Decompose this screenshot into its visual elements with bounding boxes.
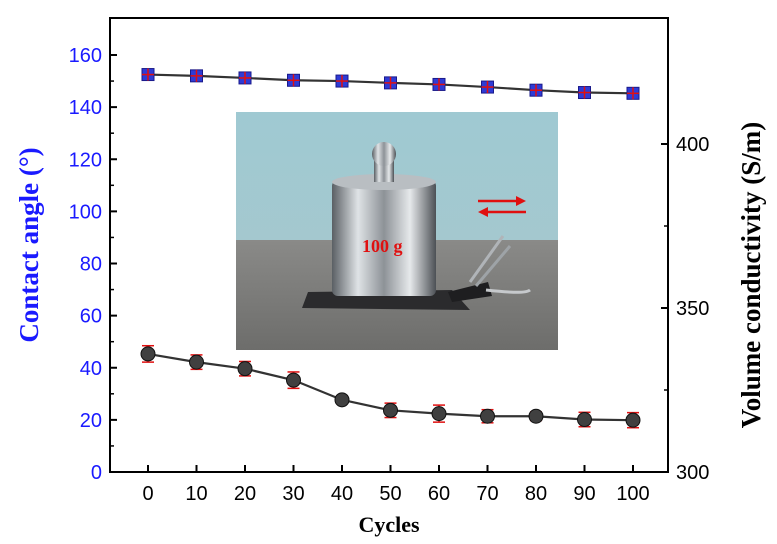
series-1-point: [334, 392, 350, 408]
y-left-tick-label: 20: [80, 410, 102, 432]
x-tick-label: 30: [282, 483, 304, 505]
inset-photo: 100 g: [236, 112, 558, 350]
x-tick-label: 70: [476, 483, 498, 505]
x-tick-label: 0: [142, 483, 153, 505]
double-arrow-icon: [478, 196, 526, 217]
x-axis-label: Cycles: [358, 512, 420, 537]
series-layer: [140, 68, 641, 429]
series-1-point: [528, 408, 544, 424]
y-right-tick-label: 300: [676, 462, 709, 484]
x-tick-label: 100: [616, 483, 649, 505]
series-1-point: [577, 412, 592, 428]
series-1-point: [625, 412, 641, 428]
series-1-point: [140, 346, 156, 362]
x-tick-label: 80: [525, 483, 547, 505]
inset-weight-label: 100 g: [362, 236, 403, 256]
x-tick-label: 20: [234, 483, 256, 505]
y-left-tick-label: 80: [80, 254, 102, 276]
y-left-axis-label: Contact angle (°): [14, 147, 44, 342]
series-1-point: [286, 372, 301, 388]
series-1-point: [237, 361, 253, 377]
right-axis-ticks: 300 350 400: [661, 134, 709, 484]
x-tick-label: 60: [428, 483, 450, 505]
y-left-tick-label: 160: [69, 45, 102, 67]
y-left-tick-label: 60: [80, 306, 102, 328]
y-left-tick-label: 0: [91, 462, 102, 484]
x-tick-label: 40: [331, 483, 353, 505]
y-right-tick-label: 350: [676, 298, 709, 320]
x-tick-label: 10: [185, 483, 207, 505]
series-1-point: [480, 408, 495, 424]
y-left-tick-label: 140: [69, 97, 102, 119]
y-right-tick-label: 400: [676, 134, 709, 156]
y-left-tick-label: 100: [69, 201, 102, 223]
series-1-point: [431, 406, 447, 422]
y-left-tick-label: 120: [69, 149, 102, 171]
y-right-axis-label: Volume conductivity (S/m): [736, 122, 766, 429]
plot-frame: [109, 17, 669, 473]
x-tick-label: 90: [573, 483, 595, 505]
series-1-point: [189, 354, 204, 370]
x-axis-ticks: 0 10 20 30 40 50 60 70 80 90 100: [142, 465, 650, 505]
x-tick-label: 50: [379, 483, 401, 505]
left-axis-ticks: 0 20 40 60 80 100 120 140 160: [69, 45, 117, 484]
y-left-tick-label: 40: [80, 358, 102, 380]
series-1-point: [383, 402, 398, 418]
